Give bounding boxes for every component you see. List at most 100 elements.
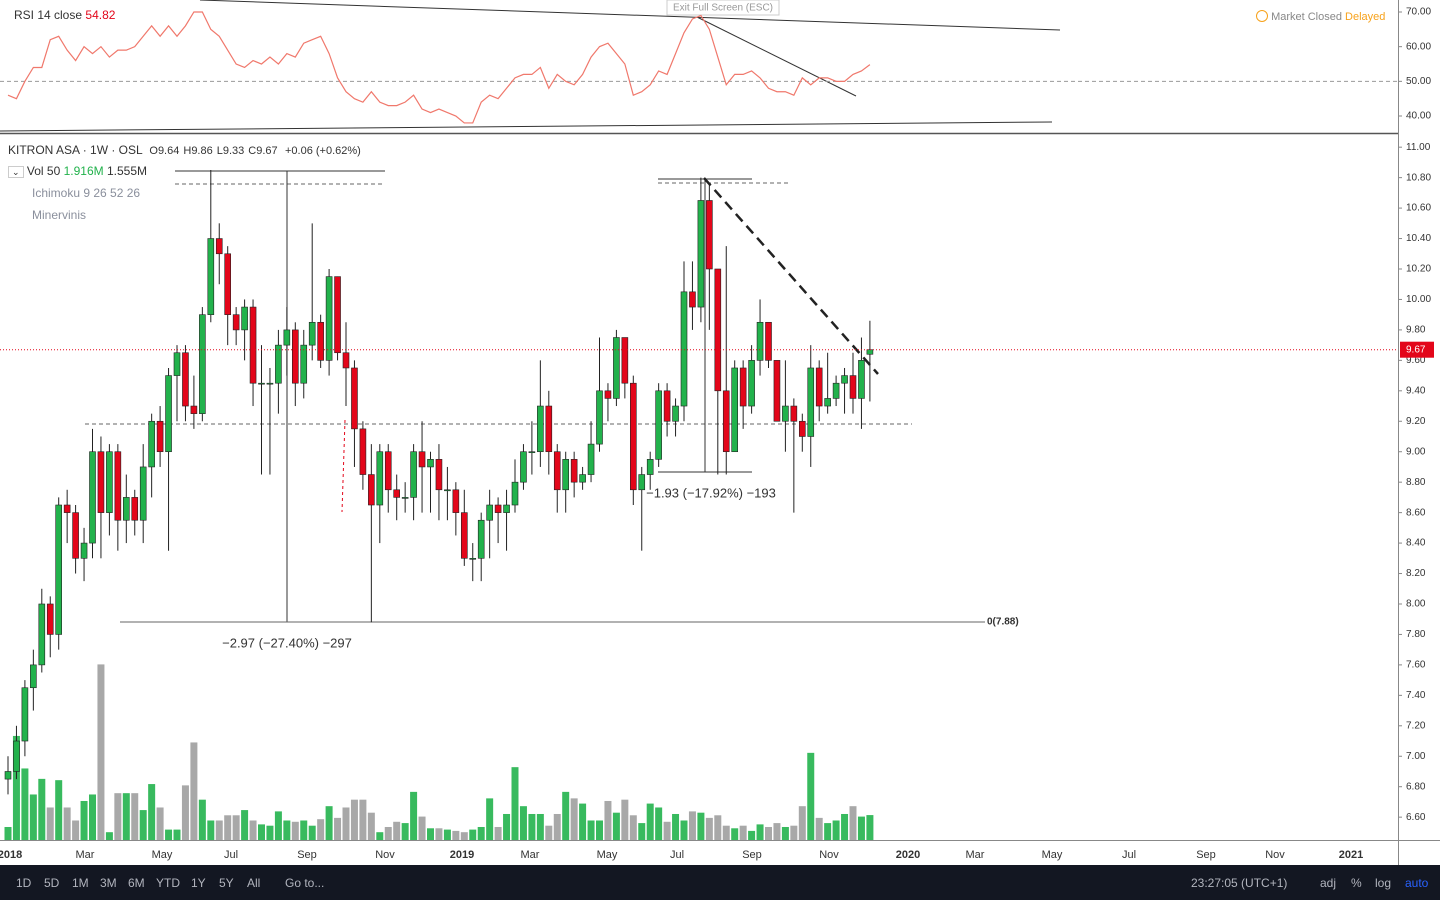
volume-bar (274, 811, 282, 840)
volume-bar (266, 825, 274, 840)
range-button[interactable]: 1D (16, 876, 32, 890)
candle-body (553, 451, 561, 491)
candle-body (207, 238, 215, 315)
volume-bar (308, 825, 316, 840)
volume-bar (148, 784, 156, 840)
volume-bar (697, 812, 705, 840)
volume-bar (139, 810, 147, 840)
volume-bar (773, 823, 781, 840)
candle-body (621, 337, 629, 384)
candle-body (123, 497, 130, 521)
collapse-button[interactable]: ⌄ (8, 166, 24, 178)
candle-body (672, 405, 679, 422)
ohlc-value: 9.33 (222, 145, 245, 157)
candle-body (30, 664, 37, 689)
candle-body (317, 321, 324, 361)
rsi-trendline (199, 0, 1061, 31)
x-tick-label: 2021 (1339, 849, 1363, 861)
y-tick-label: 10.40 (1406, 233, 1431, 244)
volume-bar (215, 820, 223, 840)
range-button[interactable]: 3M (100, 876, 117, 890)
range-button[interactable]: 5D (44, 876, 60, 890)
candle-body (80, 542, 88, 559)
range-button[interactable]: 1M (72, 876, 89, 890)
option-button[interactable]: % (1351, 876, 1362, 890)
candle-body (55, 504, 63, 635)
range-button[interactable]: 6M (128, 876, 145, 890)
ohlc-letter: O (149, 145, 158, 157)
volume-bar (486, 798, 494, 840)
y-tick-label: 9.00 (1406, 446, 1426, 457)
candle-body (384, 451, 392, 491)
exit-full-text[interactable]: Exit Full Screen (ESC) (673, 3, 773, 14)
volume-bar (621, 799, 629, 840)
volume-bar (469, 829, 477, 840)
candle-body (393, 489, 401, 498)
option-button[interactable]: auto (1405, 876, 1429, 890)
option-button[interactable]: log (1375, 876, 1392, 890)
candle-body (452, 489, 460, 513)
candle-body (494, 504, 502, 513)
candle-body (731, 367, 739, 453)
x-tick-label: May (1042, 849, 1063, 861)
volume-bar (198, 799, 206, 840)
volume-bar (841, 813, 849, 840)
x-tick-label: Nov (819, 849, 839, 861)
trend-line (341, 419, 346, 513)
candle-body (300, 344, 308, 384)
volume-bar (258, 824, 265, 840)
candle-body (199, 314, 206, 414)
volume-bar (781, 826, 789, 840)
range-button[interactable]: 1Y (191, 876, 206, 890)
volume-bar (173, 829, 181, 840)
exit-full-button[interactable] (666, 0, 780, 16)
x-tick-label: Jul (670, 849, 684, 861)
rsi-tick-label: 50.00 (1406, 76, 1431, 87)
range-button[interactable]: All (247, 876, 261, 890)
candle-body (511, 481, 519, 506)
candle-body (722, 390, 730, 453)
indicator: Minervinis (32, 208, 87, 222)
volume-bar (410, 791, 418, 840)
candle-body (351, 367, 358, 430)
candle-body (773, 360, 781, 422)
candle-body (275, 344, 282, 384)
candle-body (503, 504, 510, 513)
volume-bar (63, 807, 71, 840)
candle-body (182, 352, 189, 407)
candle-body (63, 504, 71, 513)
candle-body (790, 405, 798, 422)
x-tick-label: Jul (224, 849, 238, 861)
volume-bar (722, 825, 730, 840)
rsi-value: 54.82 (85, 8, 116, 22)
x-tick-label: Mar (521, 849, 540, 861)
volume-bar (291, 821, 299, 840)
candle-body (38, 603, 46, 666)
goto-button[interactable]: Go to... (285, 876, 325, 890)
candle-body (435, 459, 443, 491)
x-tick-label: May (597, 849, 618, 861)
volume-bar (325, 806, 333, 840)
y-tick-label: 9.20 (1406, 416, 1426, 427)
candle-body (689, 291, 696, 308)
rsi-line (7, 11, 871, 124)
range-button[interactable]: 5Y (219, 876, 234, 890)
candle-body (815, 367, 823, 407)
candle-body (604, 390, 612, 399)
candle-body (824, 398, 831, 407)
volume-bar (511, 767, 519, 840)
candle-body (680, 291, 688, 407)
y-tick-label: 10.00 (1406, 294, 1431, 305)
volume-bar (401, 823, 409, 840)
volume-bar (790, 825, 798, 840)
candle-body (89, 451, 96, 544)
range-button[interactable]: YTD (156, 876, 180, 890)
volume-bar (435, 828, 443, 840)
option-button[interactable]: adj (1320, 876, 1337, 890)
volume-bar (562, 791, 570, 840)
x-tick-label: Sep (297, 849, 317, 861)
volume-bar (393, 821, 401, 840)
volume-bar (46, 807, 54, 840)
drawings (0, 0, 1061, 623)
